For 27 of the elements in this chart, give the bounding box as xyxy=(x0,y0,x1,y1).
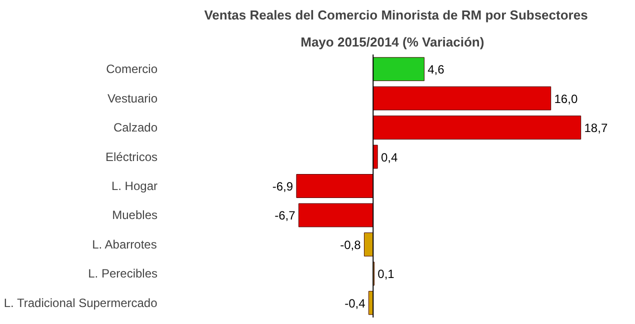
y-tick-label: Muebles xyxy=(112,208,158,222)
y-tick-label: L. Tradicional Supermercado xyxy=(4,296,158,310)
data-label: 16,0 xyxy=(554,92,578,106)
data-label: 18,7 xyxy=(584,121,608,136)
data-label: -0,8 xyxy=(340,238,362,252)
data-label: 0,1 xyxy=(378,267,395,282)
y-tick-label: Calzado xyxy=(113,120,158,135)
data-label: -6,7 xyxy=(274,208,296,223)
chart-title: Ventas Reales del Comercio Minorista de RM por Subsectores xyxy=(204,8,588,22)
bar xyxy=(296,174,374,198)
data-label: -6,9 xyxy=(272,180,294,194)
data-label: 4,6 xyxy=(428,62,445,77)
bar xyxy=(372,116,582,140)
bar xyxy=(372,86,552,110)
data-label: -0,4 xyxy=(344,296,366,310)
bar xyxy=(372,57,424,82)
data-label: 0,4 xyxy=(380,150,398,164)
y-tick-label: L. Abarrotes xyxy=(92,237,157,252)
bar xyxy=(364,232,374,256)
y-tick-label: L. Hogar xyxy=(111,179,158,193)
bar xyxy=(372,144,378,169)
chart-subtitle: Mayo 2015/2014 (% Variación) xyxy=(300,34,484,50)
y-tick-label: L. Perecibles xyxy=(88,266,158,281)
bar xyxy=(298,203,374,228)
y-tick-label: Comercio xyxy=(106,62,158,76)
y-tick-label: Vestuario xyxy=(107,91,158,106)
y-tick-label: Eléctricos xyxy=(105,150,158,164)
